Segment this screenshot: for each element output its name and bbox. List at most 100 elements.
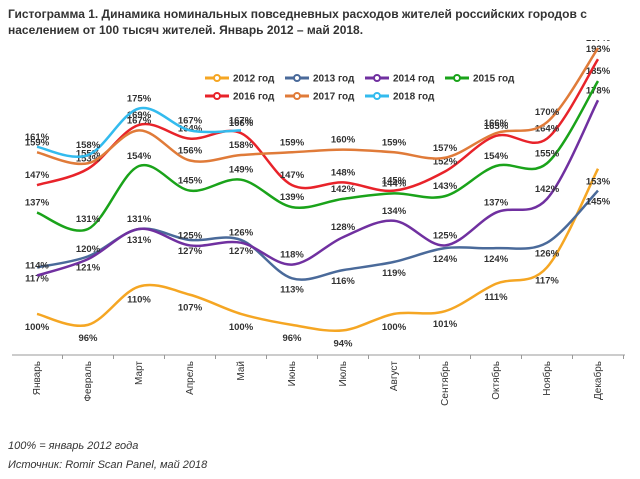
x-tick-label: Декабрь bbox=[592, 361, 604, 400]
data-label: 142% bbox=[331, 184, 356, 195]
data-label: 167% bbox=[178, 115, 203, 126]
data-label: 154% bbox=[484, 151, 509, 162]
data-label: 126% bbox=[535, 249, 560, 260]
data-label: 120% bbox=[76, 244, 101, 255]
data-label: 145% bbox=[586, 197, 611, 208]
legend-marker bbox=[213, 92, 221, 100]
x-tick-label: Сентябрь bbox=[439, 361, 451, 406]
data-label: 153% bbox=[76, 154, 101, 165]
legend-marker bbox=[373, 74, 381, 82]
legend-label: 2016 год bbox=[233, 92, 275, 103]
data-label: 128% bbox=[331, 222, 356, 233]
x-tick-label: Ноябрь bbox=[541, 361, 553, 396]
data-label: 118% bbox=[280, 250, 304, 261]
x-tick-label: Январь bbox=[32, 361, 43, 395]
data-label: 121% bbox=[76, 262, 101, 273]
data-label: 165% bbox=[484, 121, 509, 132]
data-label: 100% bbox=[25, 322, 50, 333]
x-tick-label: Май bbox=[236, 361, 247, 381]
data-label: 147% bbox=[25, 170, 50, 181]
data-label: 139% bbox=[280, 192, 305, 203]
data-label: 125% bbox=[178, 230, 203, 241]
data-label: 152% bbox=[433, 156, 458, 167]
data-label: 147% bbox=[280, 170, 305, 181]
data-label: 131% bbox=[127, 214, 152, 225]
legend-label: 2013 год bbox=[313, 74, 355, 85]
data-label: 154% bbox=[127, 151, 152, 162]
data-label: 94% bbox=[333, 338, 353, 349]
series-line bbox=[36, 80, 600, 232]
chart: Январь Февраль Март Апрель Май Июнь Июль Август… bbox=[12, 40, 625, 406]
legend-label: 2015 год bbox=[473, 74, 515, 85]
legend-label: 2012 год bbox=[233, 74, 275, 85]
data-label: 113% bbox=[280, 284, 304, 295]
legend-label: 2018 год bbox=[393, 92, 435, 103]
data-label: 164% bbox=[535, 124, 560, 135]
data-label: 145% bbox=[382, 176, 407, 187]
data-label: 149% bbox=[229, 165, 254, 176]
data-label: 170% bbox=[535, 107, 560, 118]
data-label: 160% bbox=[331, 135, 356, 146]
data-label: 119% bbox=[382, 268, 406, 279]
data-label: 114% bbox=[25, 261, 49, 272]
data-label: 148% bbox=[331, 167, 356, 178]
data-label: 134% bbox=[382, 206, 407, 217]
data-label: 153% bbox=[586, 177, 611, 188]
data-label: 131% bbox=[127, 235, 152, 246]
chart-title: Гистограмма 1. Динамика номинальных повс… bbox=[8, 7, 587, 37]
data-label: 185% bbox=[586, 66, 611, 77]
data-label: 126% bbox=[229, 228, 254, 239]
data-label: 117% bbox=[535, 275, 559, 286]
legend-marker bbox=[293, 92, 301, 100]
x-tick-label: Апрель bbox=[185, 361, 196, 395]
data-label: 155% bbox=[535, 148, 560, 159]
data-label: 159% bbox=[25, 137, 50, 148]
data-label: 96% bbox=[78, 333, 98, 344]
data-label: 125% bbox=[433, 230, 458, 241]
data-label: 137% bbox=[25, 198, 50, 209]
legend-marker bbox=[453, 74, 461, 82]
legend: 2012 год 2013 год 2014 год 2015 год 2016 год… bbox=[205, 74, 515, 103]
data-label: 124% bbox=[484, 254, 509, 265]
data-label: 111% bbox=[484, 292, 508, 303]
series-line bbox=[36, 58, 600, 193]
data-label: 175% bbox=[127, 93, 152, 104]
data-label: 110% bbox=[127, 295, 151, 306]
data-label: 166% bbox=[484, 118, 509, 129]
x-tick-label: Октябрь bbox=[490, 361, 502, 400]
data-label: 107% bbox=[178, 303, 203, 314]
data-label: 158% bbox=[229, 140, 254, 151]
data-label: 142% bbox=[535, 184, 560, 195]
data-label: 169% bbox=[127, 110, 152, 121]
series-line bbox=[36, 106, 242, 158]
data-label: 127% bbox=[178, 246, 203, 257]
data-label: 117% bbox=[25, 273, 49, 284]
legend-marker bbox=[293, 74, 301, 82]
x-tick-label: Август bbox=[389, 361, 400, 392]
data-label: 116% bbox=[331, 276, 355, 287]
data-label: 127% bbox=[229, 246, 254, 257]
legend-marker bbox=[373, 92, 381, 100]
data-label: 158% bbox=[76, 140, 101, 151]
data-label: 197% bbox=[586, 40, 611, 44]
series-line bbox=[36, 47, 600, 166]
data-label: 166% bbox=[229, 118, 254, 129]
data-label: 164% bbox=[178, 124, 203, 135]
data-label: 159% bbox=[280, 137, 305, 148]
data-label: 178% bbox=[586, 85, 611, 96]
data-label: 167% bbox=[127, 115, 152, 126]
data-label: 156% bbox=[178, 146, 203, 157]
legend-marker bbox=[213, 74, 221, 82]
data-label: 100% bbox=[229, 322, 254, 333]
x-tick-label: Февраль bbox=[83, 361, 94, 402]
data-label: 144% bbox=[382, 178, 407, 189]
data-label: 131% bbox=[76, 214, 101, 225]
data-label: 101% bbox=[433, 319, 458, 330]
x-tick-label: Июль bbox=[338, 361, 349, 387]
data-label: 161% bbox=[25, 132, 50, 143]
data-label: 159% bbox=[382, 137, 407, 148]
x-tick-label: Март bbox=[134, 361, 145, 385]
data-label: 96% bbox=[282, 333, 302, 344]
note: 100% = январь 2012 года bbox=[8, 440, 139, 452]
